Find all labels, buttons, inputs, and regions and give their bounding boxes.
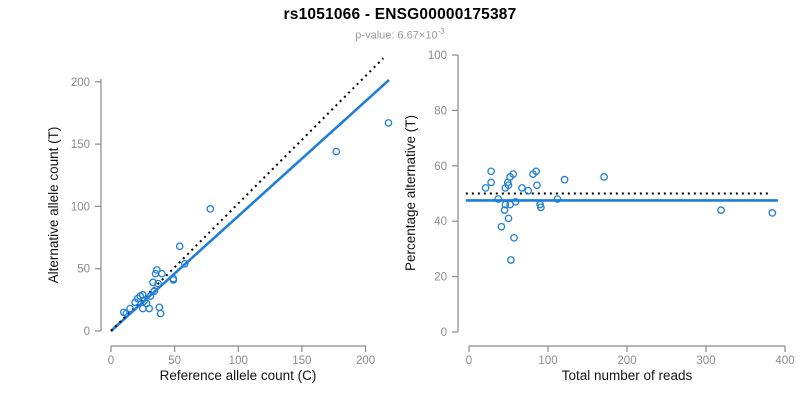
left-x-axis-label: Reference allele count (C) xyxy=(160,368,317,383)
y-tick-label: 80 xyxy=(434,105,447,117)
figure-title: rs1051066 - ENSG00000175387 xyxy=(283,6,517,23)
data-point xyxy=(175,242,184,251)
data-point xyxy=(180,259,189,268)
x-tick-label: 0 xyxy=(108,355,114,367)
x-tick-label: 200 xyxy=(356,355,375,367)
right-y-axis-label: Percentage alternative (T) xyxy=(403,115,418,271)
data-point xyxy=(560,175,569,184)
data-point xyxy=(152,266,161,274)
data-point xyxy=(126,304,134,313)
data-point xyxy=(511,197,520,206)
y-tick-label: 50 xyxy=(77,264,90,276)
data-point xyxy=(510,233,518,242)
y-tick-label: 0 xyxy=(84,326,90,338)
data-point xyxy=(145,304,154,313)
x-tick-label: 400 xyxy=(775,355,794,367)
x-tick-label: 0 xyxy=(466,355,472,367)
data-point xyxy=(533,181,541,190)
left-y-axis-label: Alternative allele count (T) xyxy=(46,127,61,284)
data-point xyxy=(532,167,541,176)
left-points xyxy=(119,119,393,318)
data-point xyxy=(500,206,509,214)
y-tick-label: 60 xyxy=(434,161,447,173)
figure-subtitle: p-value: 6.67×10-3 xyxy=(0,27,800,42)
x-tick-label: 50 xyxy=(168,355,181,367)
data-point xyxy=(600,173,608,181)
identity-line xyxy=(110,57,385,332)
x-tick-label: 200 xyxy=(617,355,636,367)
data-point xyxy=(497,222,506,231)
left-panel: 0 50 100 150 200 0 50 100 150 200 Reference allel… xyxy=(46,57,393,383)
y-tick-label: 0 xyxy=(441,327,447,339)
data-point xyxy=(768,209,777,217)
y-tick-label: 200 xyxy=(71,77,90,89)
pvalue-exponent: -3 xyxy=(437,27,445,36)
data-point xyxy=(146,292,155,300)
data-point xyxy=(156,309,165,318)
y-tick-label: 100 xyxy=(71,201,90,213)
data-point xyxy=(154,279,162,288)
left-lines xyxy=(110,57,390,332)
data-point xyxy=(501,200,510,209)
data-point xyxy=(504,214,513,223)
left-ticks: 0 50 100 150 200 0 50 100 150 200 xyxy=(71,77,375,367)
data-point xyxy=(487,167,495,176)
data-point xyxy=(553,195,562,203)
data-point xyxy=(494,195,503,203)
y-tick-label: 40 xyxy=(434,216,447,228)
right-x-axis-label: Total number of reads xyxy=(562,368,693,383)
data-point xyxy=(384,119,393,127)
pvalue-text: p-value: 6.67×10 xyxy=(355,29,438,42)
data-point xyxy=(487,178,495,187)
data-point xyxy=(138,304,147,313)
data-point xyxy=(169,274,178,283)
data-point xyxy=(158,269,166,278)
x-tick-label: 300 xyxy=(696,355,715,367)
data-point xyxy=(507,256,515,264)
data-point xyxy=(537,203,545,212)
right-panel: 0 100 200 300 400 0 20 40 60 80 100 Total number o… xyxy=(403,50,795,383)
x-tick-label: 100 xyxy=(538,355,557,367)
data-point xyxy=(717,206,725,214)
y-tick-label: 150 xyxy=(71,139,90,151)
x-tick-label: 100 xyxy=(229,355,248,367)
data-point xyxy=(332,147,341,156)
data-point xyxy=(155,303,164,312)
data-point xyxy=(524,186,533,195)
right-ticks: 0 100 200 300 400 0 20 40 60 80 100 xyxy=(428,50,795,367)
y-tick-label: 20 xyxy=(434,272,447,284)
right-points xyxy=(481,167,777,264)
data-point xyxy=(206,205,215,213)
data-point xyxy=(122,309,131,318)
data-point xyxy=(481,184,490,192)
data-point xyxy=(150,287,159,295)
data-point xyxy=(509,170,518,178)
x-tick-label: 150 xyxy=(292,355,311,367)
data-point xyxy=(504,181,513,190)
data-point xyxy=(518,184,526,192)
data-point xyxy=(149,278,157,287)
right-lines xyxy=(465,192,778,202)
y-tick-label: 100 xyxy=(428,50,447,62)
